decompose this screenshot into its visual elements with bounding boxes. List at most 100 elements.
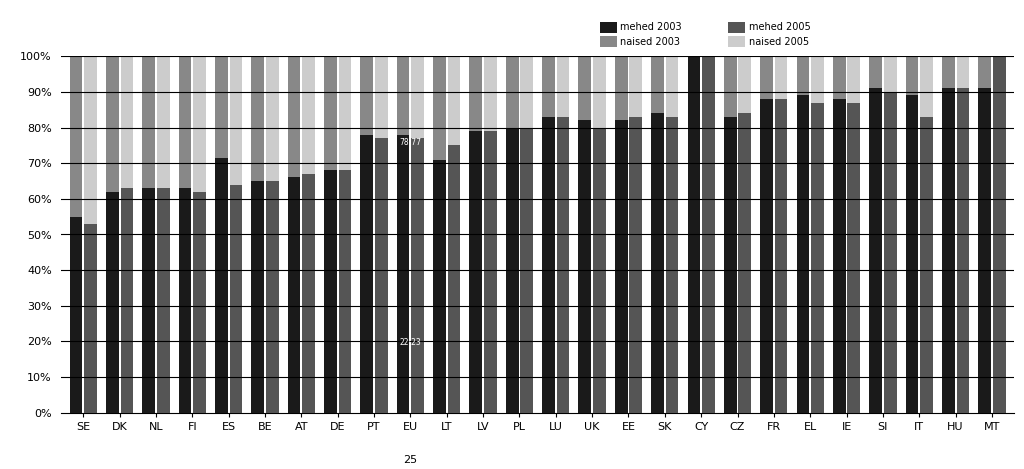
Bar bbox=[978, 88, 991, 413]
Bar bbox=[266, 181, 279, 413]
Bar bbox=[833, 56, 846, 99]
Bar bbox=[557, 117, 569, 413]
Bar bbox=[760, 99, 773, 413]
Bar bbox=[593, 128, 606, 413]
Bar bbox=[360, 56, 373, 135]
Bar bbox=[833, 99, 846, 413]
Bar bbox=[579, 121, 591, 413]
Bar bbox=[520, 128, 534, 413]
Bar bbox=[905, 56, 919, 96]
Text: naised 2003: naised 2003 bbox=[621, 37, 681, 47]
Bar bbox=[412, 56, 424, 138]
Bar bbox=[724, 56, 736, 117]
Bar bbox=[433, 56, 445, 159]
Bar bbox=[630, 56, 642, 117]
Bar bbox=[70, 217, 82, 413]
Bar bbox=[178, 56, 191, 188]
Bar bbox=[484, 56, 497, 131]
Bar bbox=[666, 117, 679, 413]
Bar bbox=[178, 188, 191, 413]
Bar bbox=[266, 56, 279, 181]
Bar bbox=[921, 56, 933, 117]
Bar bbox=[614, 56, 628, 121]
Bar bbox=[157, 188, 170, 413]
Bar bbox=[324, 56, 337, 170]
Bar bbox=[724, 117, 736, 413]
Bar bbox=[84, 224, 97, 413]
Bar bbox=[215, 56, 227, 158]
Bar bbox=[70, 56, 82, 217]
Bar bbox=[447, 56, 461, 145]
Bar bbox=[993, 56, 1006, 413]
Bar bbox=[121, 188, 133, 413]
Bar bbox=[905, 96, 919, 413]
Bar bbox=[702, 56, 715, 413]
Bar bbox=[942, 88, 954, 413]
Bar bbox=[447, 145, 461, 413]
Bar bbox=[412, 138, 424, 413]
Bar bbox=[728, 22, 745, 33]
Bar bbox=[760, 56, 773, 99]
Bar bbox=[542, 117, 555, 413]
Bar bbox=[869, 88, 882, 413]
Bar bbox=[142, 188, 155, 413]
Bar bbox=[288, 56, 300, 177]
Bar bbox=[251, 56, 264, 181]
Bar bbox=[599, 22, 616, 33]
Bar bbox=[142, 56, 155, 188]
Bar bbox=[121, 56, 133, 188]
Bar bbox=[956, 56, 970, 88]
Bar bbox=[105, 192, 119, 413]
Bar bbox=[775, 56, 787, 99]
Bar bbox=[506, 128, 518, 413]
Bar bbox=[956, 88, 970, 413]
Bar bbox=[339, 56, 351, 170]
Bar bbox=[848, 56, 860, 103]
Bar bbox=[666, 56, 679, 117]
Bar bbox=[728, 36, 745, 47]
Text: 22|23: 22|23 bbox=[399, 338, 421, 347]
Bar bbox=[884, 56, 897, 92]
Bar bbox=[738, 113, 752, 413]
Bar bbox=[738, 56, 752, 113]
Bar bbox=[375, 56, 388, 138]
Bar bbox=[396, 135, 410, 413]
Bar bbox=[942, 56, 954, 88]
Bar bbox=[194, 192, 206, 413]
Text: naised 2005: naised 2005 bbox=[749, 37, 809, 47]
Bar bbox=[360, 135, 373, 413]
Bar bbox=[251, 181, 264, 413]
Bar bbox=[302, 174, 315, 413]
Bar bbox=[288, 177, 300, 413]
Bar bbox=[433, 159, 445, 413]
Bar bbox=[579, 56, 591, 121]
Bar bbox=[848, 103, 860, 413]
Bar bbox=[811, 103, 824, 413]
Bar bbox=[84, 56, 97, 224]
Bar bbox=[630, 117, 642, 413]
Bar bbox=[506, 56, 518, 128]
Bar bbox=[599, 36, 616, 47]
Bar bbox=[324, 170, 337, 413]
Bar bbox=[884, 92, 897, 413]
Bar bbox=[797, 56, 809, 96]
Bar bbox=[797, 96, 809, 413]
Bar bbox=[869, 56, 882, 88]
Text: 25: 25 bbox=[403, 455, 418, 466]
Bar bbox=[484, 131, 497, 413]
Bar bbox=[302, 56, 315, 174]
Text: mehed 2003: mehed 2003 bbox=[621, 23, 682, 32]
Bar bbox=[229, 185, 243, 413]
Bar bbox=[651, 113, 664, 413]
Bar bbox=[542, 56, 555, 117]
Text: mehed 2005: mehed 2005 bbox=[749, 23, 811, 32]
Bar bbox=[215, 158, 227, 413]
Bar bbox=[157, 56, 170, 188]
Bar bbox=[469, 56, 482, 131]
Bar bbox=[557, 56, 569, 117]
Bar bbox=[978, 56, 991, 88]
Bar bbox=[614, 121, 628, 413]
Bar bbox=[229, 56, 243, 185]
Bar bbox=[396, 56, 410, 135]
Bar bbox=[651, 56, 664, 113]
